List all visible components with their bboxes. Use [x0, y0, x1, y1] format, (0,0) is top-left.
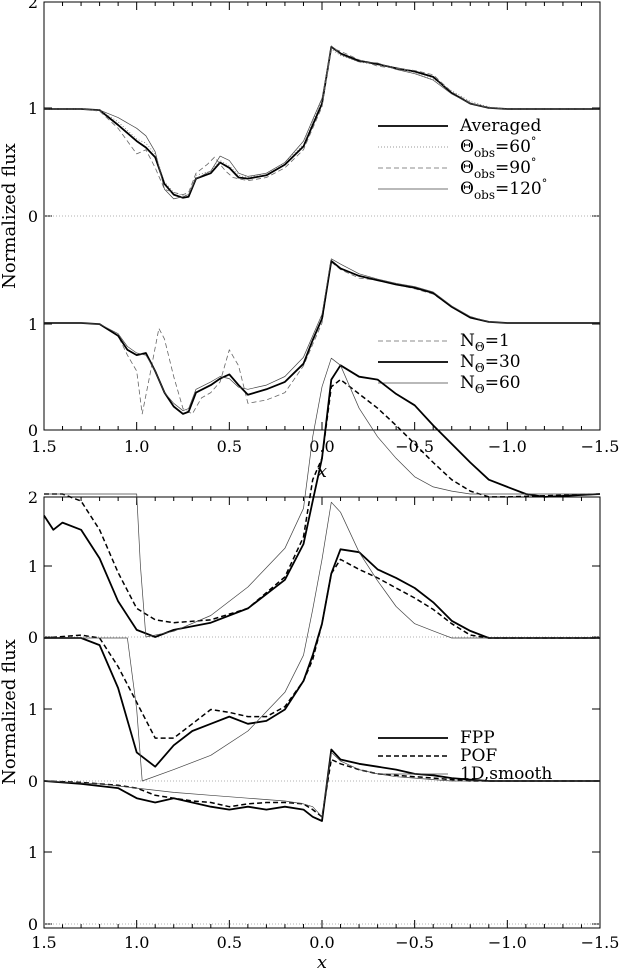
top-series-lower	[44, 261, 600, 415]
bottom-x-tick-label: −0.5	[395, 933, 434, 952]
bottom-series-upper	[44, 357, 600, 638]
bottom-x-tick-label: −1.0	[488, 933, 527, 952]
bottom-y-tick-label: 0	[28, 915, 38, 934]
top-series-upper	[44, 45, 600, 200]
bottom-series-middle	[44, 501, 600, 782]
top-lower-legend-label: NΘ=30	[460, 352, 521, 375]
top-x-tick-label: −0.5	[395, 437, 434, 456]
bottom-y-tick-label: 1	[28, 700, 38, 719]
data-series-top	[44, 45, 600, 415]
data-series-bottom	[43, 357, 601, 822]
bottom-x-tick-label: −1.5	[581, 933, 620, 952]
bottom-series-lower	[43, 748, 600, 822]
bottom-x-tick-label: 0.5	[217, 933, 242, 952]
bottom-legend-label: 1D,smooth	[460, 764, 552, 784]
bottom-series-middle	[43, 558, 600, 739]
bottom-series-lower	[43, 752, 600, 818]
top-x-tick-label: 0.5	[217, 437, 242, 456]
bottom-y-tick-label: 1	[28, 843, 38, 862]
top-x-tick-label: 1.5	[31, 437, 56, 456]
y-axis-title-top: Normalized flux	[0, 143, 20, 289]
bottom-y-tick-label: 2	[28, 488, 38, 507]
bottom-series-middle	[44, 548, 600, 768]
top-upper-legend-label: Θobs=120°	[460, 177, 547, 202]
axis-ticks-top: 1.5 1.0 0.5 0.0 −0.5 −1.0 −1.5 0 1 0 1 2	[28, 0, 620, 456]
bottom-legend-label: FPP	[460, 728, 495, 748]
bottom-legend-label: POF	[460, 746, 497, 766]
top-x-tick-label: 0.0	[309, 437, 334, 456]
top-y-tick-label: 0	[28, 207, 38, 226]
top-x-tick-label: −1.5	[581, 437, 620, 456]
top-x-tick-label: −1.0	[488, 437, 527, 456]
top-y-tick-label: 1	[28, 99, 38, 118]
top-series-lower	[44, 259, 600, 415]
top-x-tick-label: 1.0	[124, 437, 149, 456]
chart-panel-top: Normalized flux x 1.5 1.0 0.5 0.0 −0.5 −1.0 −1…	[0, 0, 619, 482]
top-y-tick-label: 0	[28, 421, 38, 440]
legend-top: AveragedΘobs=60°Θobs=90°Θobs=120°NΘ=1NΘ=…	[378, 116, 547, 396]
top-y-tick-label: 1	[28, 315, 38, 334]
bottom-y-tick-label: 0	[28, 628, 38, 647]
bottom-x-tick-label: 1.0	[124, 933, 149, 952]
top-y-tick-label: 2	[28, 0, 38, 12]
top-series-lower	[44, 258, 600, 412]
top-upper-legend-label: Θobs=60°	[460, 135, 536, 160]
y-axis-title-bottom: Normalized flux	[0, 639, 20, 785]
top-lower-legend-label: NΘ=1	[460, 331, 510, 354]
bottom-x-tick-label: 0.0	[309, 933, 334, 952]
bottom-series-lower	[43, 758, 600, 818]
bottom-x-tick-label: 1.5	[31, 933, 56, 952]
top-series-upper	[44, 47, 600, 196]
bottom-y-tick-label: 1	[28, 557, 38, 576]
axis-ticks-bottom: 1.5 1.0 0.5 0.0 −0.5 −1.0 −1.5 0 1 0 1 0 1 2	[28, 488, 620, 952]
top-series-upper	[44, 48, 600, 197]
top-lower-legend-label: NΘ=60	[460, 373, 521, 396]
top-upper-legend-label: Averaged	[459, 116, 541, 136]
plot-frame-bottom	[43, 496, 601, 929]
top-series-upper	[44, 46, 600, 199]
x-axis-title-bottom: x	[317, 952, 327, 973]
top-upper-legend-label: Θobs=90°	[460, 156, 536, 181]
bottom-y-tick-label: 0	[28, 772, 38, 791]
x-axis-title-top: x	[317, 461, 327, 482]
chart-panel-bottom: Normalized flux x 1.5 1.0 0.5 0.0 −0.5 −1.0 −1…	[0, 357, 620, 973]
